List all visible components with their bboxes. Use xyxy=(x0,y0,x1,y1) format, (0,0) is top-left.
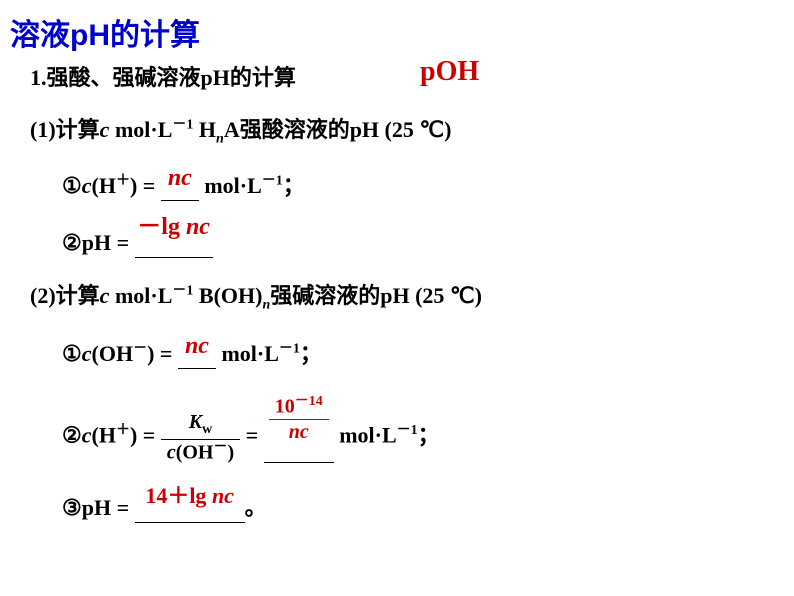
s1-subn: n xyxy=(216,131,224,146)
s21-blank: nc xyxy=(178,341,216,369)
s22-frac1-num: Kw xyxy=(161,410,240,440)
s22-frac2-num: 10－14 xyxy=(269,394,329,420)
s21-unit: mol·L xyxy=(216,341,279,366)
s1-post: A强酸溶液的pH (25 ℃) xyxy=(224,117,452,142)
s11-semi: ； xyxy=(283,173,305,198)
s1-unit: mol·L xyxy=(109,117,172,142)
s11-exp: －1 xyxy=(262,174,283,189)
s22-frac1: Kw c(OH－) xyxy=(161,410,240,464)
s22-frac2: 10－14 nc xyxy=(269,394,329,444)
section-1-2: ②pH = －lg nc xyxy=(62,222,213,258)
s11-blank: nc xyxy=(161,173,199,201)
s1-mid: H xyxy=(193,117,216,142)
section-1-1: ①c(H＋) = nc mol·L－1； xyxy=(62,168,305,201)
section-2-1: ①c(OH－) = nc mol·L－1； xyxy=(62,336,322,369)
section-2: (2)计算c mol·L－1 B(OH)n强碱溶液的pH (25 ℃) xyxy=(30,278,482,313)
s11-unit: mol·L xyxy=(199,173,262,198)
s2-pre: 计算 xyxy=(56,283,100,308)
page-title: 溶液pH的计算 xyxy=(10,10,200,54)
s12-ans: －lg nc xyxy=(137,214,210,240)
s22-label: ② xyxy=(62,422,82,447)
s1-pre: 计算 xyxy=(56,117,100,142)
s2-post: 强碱溶液的pH (25 ℃) xyxy=(270,283,482,308)
section-2-3: ③pH = 14＋lg nc。 xyxy=(62,490,267,523)
s2-exp: －1 xyxy=(172,284,193,299)
s23-blank: 14＋lg nc xyxy=(135,490,245,523)
s12-blank: －lg nc xyxy=(135,222,213,258)
s21-eq: ) = xyxy=(147,341,178,366)
s22-frac1-den: c(OH－) xyxy=(161,440,240,465)
s2-unit: mol·L xyxy=(109,283,172,308)
s21-exp: －1 xyxy=(279,342,300,357)
s21-label: ① xyxy=(62,341,82,366)
s12-ph: pH = xyxy=(82,230,135,255)
s2-mid: B(OH) xyxy=(193,283,262,308)
section-2-2: ②c(H＋) = Kw c(OH－) = 10－14 nc mol·L－1； xyxy=(62,410,440,464)
h1-num: 1. xyxy=(30,65,47,90)
s22-frac2-den: nc xyxy=(269,420,329,444)
s22-sup: ＋ xyxy=(116,423,130,438)
s2-c: c xyxy=(100,283,110,308)
s21-c: c xyxy=(82,341,92,366)
s1-exp: －1 xyxy=(172,118,193,133)
s22-eq2: = xyxy=(246,422,264,447)
h1-text: 强酸、强碱溶液pH的计算 xyxy=(47,65,296,90)
heading-1: 1.强酸、强碱溶液pH的计算 xyxy=(30,60,296,92)
s23-ph: pH = xyxy=(82,495,135,520)
s11-ans: nc xyxy=(168,165,192,191)
s11-label: ① xyxy=(62,173,82,198)
s11-sup: ＋ xyxy=(116,174,130,189)
poh-label: pOH xyxy=(420,56,479,88)
s23-ans: 14＋lg nc xyxy=(145,483,234,508)
s23-label: ③ xyxy=(62,495,82,520)
s22-exp: －1 xyxy=(397,423,418,438)
s1-c: c xyxy=(100,117,110,142)
s22-blank: 10－14 nc xyxy=(264,412,334,463)
s22-semi: ； xyxy=(418,422,440,447)
s11-eq: ) = xyxy=(130,173,161,198)
s22-unit: mol·L xyxy=(334,422,397,447)
s22-sp: (H xyxy=(92,422,116,447)
s21-ans: nc xyxy=(185,333,209,359)
s1-label: (1) xyxy=(30,117,56,142)
s2-label: (2) xyxy=(30,283,56,308)
section-1: (1)计算c mol·L－1 HnA强酸溶液的pH (25 ℃) xyxy=(30,112,451,147)
s21-semi: ； xyxy=(300,341,322,366)
s22-eq: ) = xyxy=(130,422,161,447)
s21-sup: － xyxy=(133,342,147,357)
s22-c: c xyxy=(82,422,92,447)
s11-c: c xyxy=(82,173,92,198)
s12-label: ② xyxy=(62,230,82,255)
s11-sp: (H xyxy=(92,173,116,198)
s23-period: 。 xyxy=(245,495,267,520)
s21-sp: (OH xyxy=(92,341,134,366)
